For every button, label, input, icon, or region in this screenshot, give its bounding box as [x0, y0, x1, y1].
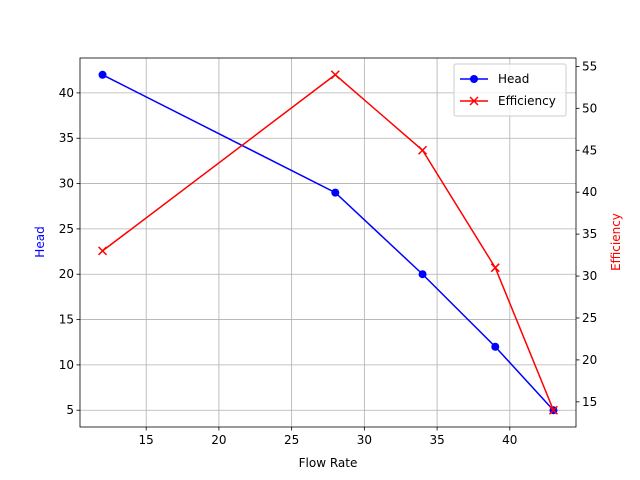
- marker: [98, 246, 108, 256]
- y-tick-label: 20: [59, 267, 74, 281]
- legend: Head Efficiency: [453, 63, 567, 117]
- marker: [491, 342, 500, 351]
- y-tick-label: 5: [66, 403, 74, 417]
- series-line: [102, 73, 555, 411]
- y2-tick-label: 15: [582, 395, 597, 409]
- legend-label: Efficiency: [498, 94, 556, 108]
- marker: [548, 405, 558, 415]
- x-tick-label: 35: [429, 433, 444, 447]
- y2-tick-label: 20: [582, 353, 597, 367]
- marker: [469, 96, 479, 106]
- marker: [418, 145, 428, 155]
- marker: [331, 188, 340, 197]
- series-line: [102, 74, 555, 411]
- marker: [418, 270, 427, 279]
- y-axis-label: Head: [33, 226, 47, 257]
- x-tick-label: 25: [284, 433, 299, 447]
- y2-axis-label: Efficiency: [609, 213, 623, 271]
- y-tick-label: 25: [59, 222, 74, 236]
- y2-tick-label: 30: [582, 269, 597, 283]
- marker: [98, 70, 107, 79]
- y-tick-label: 40: [59, 86, 74, 100]
- marker: [330, 70, 340, 80]
- legend-label: Head: [498, 72, 529, 86]
- marker: [490, 263, 500, 273]
- x-tick-label: 40: [502, 433, 517, 447]
- y2-tick-label: 25: [582, 311, 597, 325]
- x-tick-label: 20: [211, 433, 226, 447]
- marker: [470, 75, 478, 83]
- x-tick-label: 15: [139, 433, 154, 447]
- y2-tick-label: 45: [582, 143, 597, 157]
- y2-tick-label: 40: [582, 185, 597, 199]
- y2-tick-label: 50: [582, 101, 597, 115]
- plot-frame: [79, 57, 577, 428]
- x-tick-label: 30: [357, 433, 372, 447]
- y-tick-label: 35: [59, 131, 74, 145]
- y2-tick-label: 35: [582, 227, 597, 241]
- y-tick-label: 15: [59, 313, 74, 327]
- x-axis-label: Flow Rate: [299, 456, 358, 470]
- legend-box: [453, 63, 567, 117]
- y2-tick-label: 55: [582, 59, 597, 73]
- y-tick-label: 30: [59, 177, 74, 191]
- y-tick-label: 10: [59, 358, 74, 372]
